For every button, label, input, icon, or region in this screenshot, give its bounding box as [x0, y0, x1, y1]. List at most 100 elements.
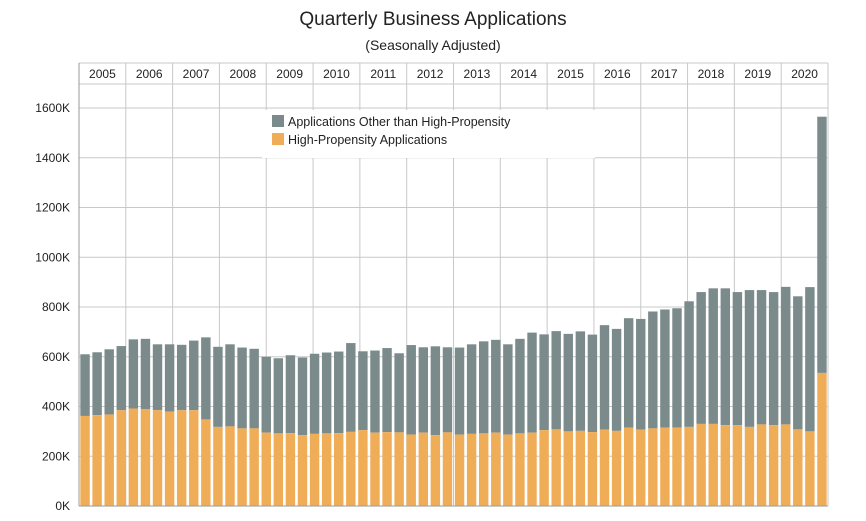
- bar-other: [708, 288, 718, 424]
- year-label: 2014: [510, 67, 537, 81]
- bar-high-propensity: [334, 433, 344, 506]
- bar-other: [430, 346, 441, 436]
- bar-high-propensity: [672, 427, 682, 506]
- bar-high-propensity: [515, 433, 525, 506]
- bar-high-propensity: [575, 430, 586, 506]
- bar-high-propensity: [527, 432, 537, 506]
- bar-high-propensity: [382, 432, 392, 506]
- bar-high-propensity: [261, 432, 271, 506]
- bar-other: [660, 309, 670, 428]
- bar-other: [128, 339, 139, 409]
- bar-other: [273, 358, 284, 434]
- bar-high-propensity: [418, 432, 429, 506]
- bar-high-propensity: [189, 410, 199, 506]
- year-label: 2015: [557, 67, 584, 81]
- bar-other: [515, 338, 525, 434]
- year-label: 2012: [417, 67, 444, 81]
- year-label: 2017: [651, 67, 678, 81]
- bar-high-propensity: [720, 425, 731, 506]
- bar-other: [394, 353, 404, 433]
- bar-high-propensity: [201, 419, 211, 506]
- bar-high-propensity: [164, 411, 175, 506]
- bar-high-propensity: [599, 429, 610, 506]
- bar-high-propensity: [213, 426, 223, 506]
- bar-high-propensity: [346, 431, 356, 506]
- y-tick-label: 1600K: [35, 101, 70, 115]
- year-label: 2008: [229, 67, 256, 81]
- bar-high-propensity: [370, 432, 380, 506]
- bar-other: [672, 308, 682, 428]
- bar-other: [587, 334, 598, 433]
- bar-high-propensity: [285, 433, 296, 506]
- bar-high-propensity: [128, 408, 139, 506]
- y-tick-label: 400K: [42, 400, 70, 414]
- y-tick-label: 1000K: [35, 250, 70, 264]
- chart-title: Quarterly Business Applications: [299, 9, 567, 30]
- bar-high-propensity: [394, 432, 404, 506]
- bar-other: [201, 337, 211, 420]
- bar-other: [696, 292, 706, 424]
- bar-high-propensity: [491, 432, 501, 506]
- bar-other: [80, 354, 90, 416]
- bar-high-propensity: [817, 372, 827, 506]
- bar-other: [334, 351, 344, 434]
- bar-other: [756, 290, 767, 425]
- bar-high-propensity: [636, 429, 646, 506]
- bar-other: [454, 347, 465, 435]
- year-label: 2011: [370, 67, 396, 81]
- legend-swatch-high: [272, 133, 284, 145]
- bar-high-propensity: [116, 410, 126, 506]
- bar-other: [346, 343, 356, 432]
- bar-high-propensity: [756, 424, 767, 506]
- bar-other: [684, 301, 694, 427]
- bar-high-propensity: [406, 434, 416, 506]
- bar-other: [551, 331, 561, 430]
- y-tick-label: 1200K: [35, 201, 70, 215]
- bar-other: [466, 344, 477, 434]
- bar-high-propensity: [297, 435, 308, 506]
- bar-other: [442, 347, 453, 433]
- bar-other: [817, 116, 827, 373]
- bar-high-propensity: [454, 434, 465, 506]
- bar-other: [382, 348, 392, 433]
- bar-high-propensity: [273, 433, 284, 506]
- bar-high-propensity: [623, 427, 634, 506]
- bar-high-propensity: [781, 424, 791, 506]
- bar-other: [636, 318, 646, 430]
- legend-label-high: High-Propensity Applications: [288, 133, 447, 147]
- bar-high-propensity: [684, 426, 694, 506]
- year-label: 2013: [464, 67, 491, 81]
- bar-high-propensity: [478, 433, 489, 506]
- bar-high-propensity: [104, 414, 114, 506]
- bar-other: [225, 344, 235, 427]
- bar-other: [406, 345, 416, 435]
- bar-other: [152, 344, 163, 411]
- bar-other: [176, 344, 187, 411]
- bar-other: [539, 334, 549, 431]
- legend-swatch-other: [272, 115, 284, 127]
- bar-high-propensity: [237, 428, 247, 506]
- year-label: 2018: [698, 67, 725, 81]
- bar-other: [781, 286, 791, 425]
- bar-other: [140, 338, 151, 409]
- bar-high-propensity: [611, 430, 622, 506]
- bar-high-propensity: [321, 433, 332, 506]
- bar-high-propensity: [503, 434, 513, 506]
- bar-other: [321, 352, 332, 434]
- bar-high-propensity: [696, 423, 706, 506]
- year-label: 2009: [276, 67, 303, 81]
- bar-high-propensity: [225, 426, 235, 506]
- bar-high-propensity: [176, 410, 187, 506]
- bar-other: [805, 287, 815, 432]
- year-label: 2016: [604, 67, 631, 81]
- bar-high-propensity: [309, 433, 320, 506]
- bar-other: [370, 350, 380, 433]
- bar-other: [611, 328, 622, 431]
- axes: 0K 200K 400K 600K 800K 1000K 1200K 1400K 1600K 20…: [35, 62, 829, 513]
- bar-high-propensity: [648, 428, 658, 506]
- bar-high-propensity: [563, 431, 573, 506]
- bar-other: [720, 288, 731, 426]
- bar-high-propensity: [732, 425, 743, 506]
- bar-other: [478, 341, 489, 434]
